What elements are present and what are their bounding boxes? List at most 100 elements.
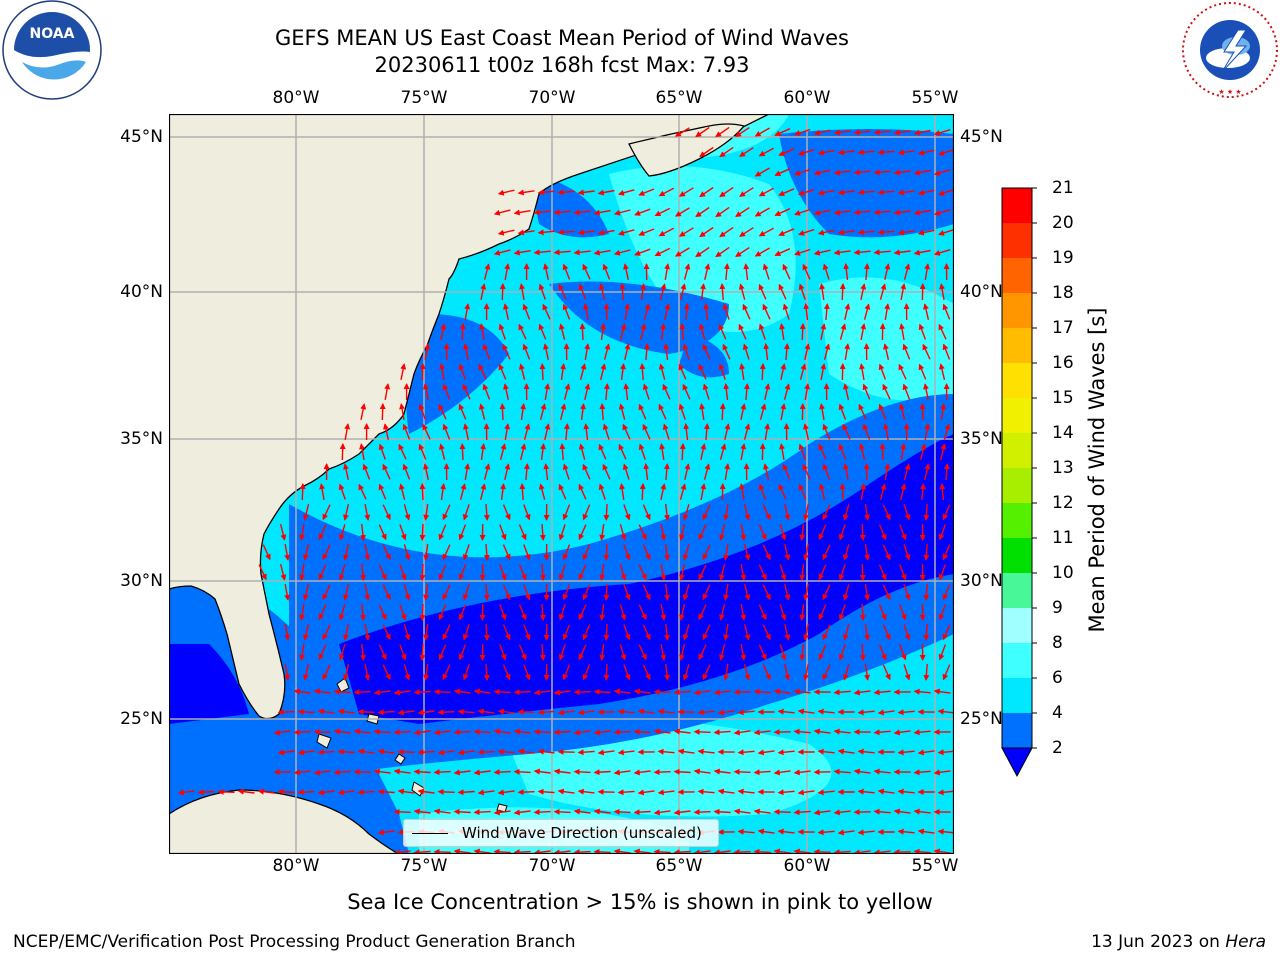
wave-arrow xyxy=(633,809,651,816)
wave-arrow xyxy=(719,403,726,421)
wave-arrow xyxy=(522,343,531,360)
wave-arrow xyxy=(413,729,431,736)
wave-arrow xyxy=(882,504,891,521)
wave-arrow xyxy=(582,584,591,601)
wave-arrow xyxy=(483,463,491,480)
wave-arrow xyxy=(364,663,371,681)
wave-arrow xyxy=(813,249,831,256)
wave-arrow xyxy=(419,563,426,581)
wave-arrow xyxy=(833,849,851,854)
wave-arrow xyxy=(403,584,411,601)
wave-arrow xyxy=(373,768,391,775)
wave-arrow xyxy=(502,544,511,561)
wave-arrow xyxy=(613,848,631,854)
wave-arrow xyxy=(583,303,589,320)
wave-arrow xyxy=(453,688,471,695)
wave-arrow xyxy=(438,403,447,420)
wave-arrow xyxy=(903,463,911,480)
wave-arrow xyxy=(353,728,371,735)
wave-arrow xyxy=(333,688,351,695)
wave-arrow xyxy=(759,363,766,381)
wave-arrow xyxy=(793,809,811,816)
lon-tick-bottom: 55°W xyxy=(911,856,959,876)
wave-arrow xyxy=(399,604,407,621)
wave-arrow xyxy=(517,189,535,196)
wave-arrow xyxy=(640,323,647,340)
wave-arrow xyxy=(733,808,751,815)
colorbar-segment xyxy=(1002,608,1032,643)
wave-arrow xyxy=(473,688,491,695)
wave-arrow xyxy=(717,788,735,795)
wave-arrow xyxy=(797,708,815,715)
wave-arrow xyxy=(537,229,555,236)
wave-arrow xyxy=(638,188,655,196)
lon-tick-bottom: 75°W xyxy=(400,856,448,876)
legend-label: Wind Wave Direction (unscaled) xyxy=(462,824,702,842)
colorbar-tick-label: 4 xyxy=(1052,703,1063,723)
wave-arrow xyxy=(422,423,431,440)
wave-arrow xyxy=(723,623,730,641)
wave-arrow xyxy=(724,463,731,481)
wave-arrow xyxy=(883,343,890,360)
wave-arrow xyxy=(599,604,606,621)
wave-arrow xyxy=(464,463,471,481)
wave-arrow xyxy=(262,544,271,561)
wave-arrow xyxy=(673,849,691,854)
wave-arrow xyxy=(642,504,651,521)
wave-arrow xyxy=(503,303,509,320)
wave-arrow xyxy=(473,848,491,854)
wave-arrow xyxy=(499,604,507,621)
wave-arrow xyxy=(633,688,651,695)
wave-arrow xyxy=(753,769,771,776)
wave-arrow xyxy=(393,729,411,736)
wave-arrow xyxy=(735,207,750,217)
wave-arrow xyxy=(739,483,746,501)
wave-arrow xyxy=(458,403,467,420)
wave-arrow xyxy=(878,363,887,380)
wave-arrow xyxy=(553,849,571,854)
wave-arrow xyxy=(603,623,610,641)
wave-arrow xyxy=(943,423,951,440)
wave-arrow xyxy=(619,483,626,501)
wave-arrow xyxy=(758,147,774,157)
wave-arrow xyxy=(579,403,586,420)
wave-arrow xyxy=(664,303,671,320)
wave-arrow xyxy=(577,189,595,196)
wave-arrow xyxy=(758,564,767,581)
machine-name: Hera xyxy=(1225,932,1266,952)
wave-arrow xyxy=(699,403,706,421)
wave-arrow xyxy=(715,126,730,138)
wave-arrow xyxy=(673,728,691,735)
wave-arrow xyxy=(738,283,746,300)
wave-arrow xyxy=(739,227,754,237)
wave-arrow xyxy=(660,603,667,621)
wave-arrow xyxy=(773,848,791,854)
wave-arrow xyxy=(857,709,875,716)
wave-arrow xyxy=(715,206,730,218)
wave-arrow xyxy=(642,584,651,601)
wave-arrow xyxy=(873,808,891,815)
colorbar-segment xyxy=(1002,573,1032,608)
wave-arrow xyxy=(739,147,754,157)
wave-arrow xyxy=(942,303,951,320)
wave-arrow xyxy=(623,624,631,641)
wave-arrow xyxy=(483,663,490,681)
wave-arrow xyxy=(338,524,346,541)
wave-arrow xyxy=(659,323,666,340)
wave-arrow xyxy=(794,248,811,256)
wave-arrow xyxy=(754,127,770,137)
wave-arrow xyxy=(513,849,531,854)
wave-arrow xyxy=(378,483,387,500)
wave-arrow xyxy=(758,187,774,197)
wave-arrow xyxy=(842,544,850,561)
lat-tick-right: 25°N xyxy=(960,709,1003,729)
wave-arrow xyxy=(553,689,571,696)
wave-arrow xyxy=(273,729,291,736)
wave-arrow xyxy=(933,169,951,176)
wave-arrow xyxy=(743,263,750,280)
wave-arrow xyxy=(362,463,371,480)
wave-arrow xyxy=(813,848,831,854)
wave-arrow xyxy=(577,788,595,795)
colorbar-tick-label: 14 xyxy=(1052,423,1074,443)
wave-arrow xyxy=(893,209,911,216)
